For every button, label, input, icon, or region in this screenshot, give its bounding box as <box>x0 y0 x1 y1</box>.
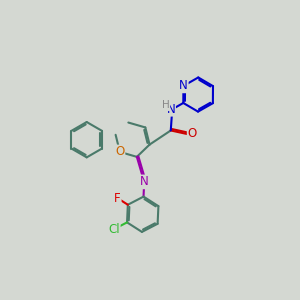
Text: N: N <box>179 80 188 92</box>
Text: O: O <box>188 128 197 140</box>
Text: F: F <box>114 192 121 205</box>
Text: N: N <box>140 176 148 188</box>
Text: H: H <box>162 100 169 110</box>
Text: Cl: Cl <box>108 223 120 236</box>
Text: N: N <box>167 103 175 116</box>
Text: O: O <box>115 146 124 158</box>
